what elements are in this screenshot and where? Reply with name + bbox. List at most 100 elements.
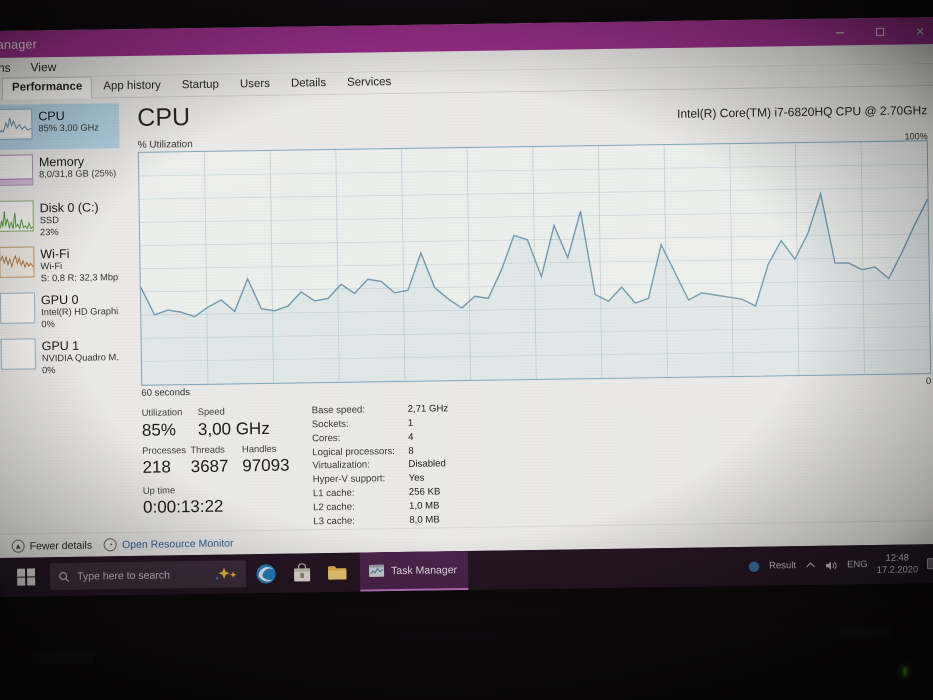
sidebar-item-gpu1-sub2: 0% <box>41 364 56 376</box>
sidebar-item-disk-sub2: 23% <box>39 226 59 238</box>
spec-label-l3-cache: L3 cache: <box>313 515 356 528</box>
gpu-graph-thumbnail <box>0 292 36 324</box>
close-icon[interactable] <box>900 17 933 45</box>
spec-value-base-speed: 2,71 GHz <box>407 403 449 415</box>
stat-uptime: Up time 0:00:13:22 <box>143 482 303 518</box>
wifi-graph-thumbnail <box>0 246 35 278</box>
spec-label-base-speed: Base speed: <box>311 404 366 417</box>
laptop-bezel-logo-left <box>32 652 94 665</box>
stat-threads: Threads 3687 <box>190 443 242 478</box>
stat-speed: Speed 3,00 GHz <box>198 404 298 439</box>
file-explorer-icon[interactable] <box>321 553 355 592</box>
spec-value-logical-processors: 8 <box>408 445 414 457</box>
edge-icon[interactable] <box>249 554 283 593</box>
graph-time-label: 60 seconds <box>141 386 191 399</box>
spec-label-cores: Cores: <box>311 432 341 444</box>
sidebar-item-cpu[interactable]: CPU 85% 3,00 GHz <box>0 103 120 150</box>
sidebar-item-gpu0-sub2: 0% <box>41 318 55 330</box>
stat-threads-value: 3687 <box>190 457 229 477</box>
stat-utilization: Utilization 85% <box>142 406 198 441</box>
tab-details[interactable]: Details <box>290 77 327 90</box>
task-manager-icon <box>368 564 385 577</box>
cpu-graph-svg <box>139 142 931 385</box>
sidebar-item-gpu1-title: GPU 1 <box>41 338 80 354</box>
sidebar-item-disk-title: Disk 0 (C:) <box>39 200 99 216</box>
window-controls <box>820 17 933 46</box>
memory-graph-thumbnail <box>0 154 34 186</box>
search-input[interactable]: Type here to search <box>49 560 247 591</box>
sidebar-item-wifi-sub2: S: 0,8 R: 32,3 Mbps <box>40 272 119 284</box>
spec-value-sockets: 1 <box>407 417 414 429</box>
fewer-details-button[interactable]: ▲ Fewer details <box>11 539 93 553</box>
disk-graph-thumbnail <box>0 200 34 232</box>
action-center-icon[interactable] <box>926 557 933 570</box>
menu-item-options[interactable]: ptions <box>0 60 11 75</box>
open-resource-monitor-link[interactable]: ◔ Open Resource Monitor <box>103 536 234 552</box>
stat-threads-label: Threads <box>190 443 225 455</box>
cpu-stats-right: Base speed: 2,71 GHz Sockets: 1 Cores: 4… <box>312 402 450 529</box>
search-placeholder: Type here to search <box>77 568 170 583</box>
stat-speed-value: 3,00 GHz <box>197 418 270 439</box>
cpu-utilization-graph <box>137 140 932 386</box>
open-resource-monitor-label: Open Resource Monitor <box>121 536 234 551</box>
sparkle-icon <box>215 567 237 580</box>
stat-row-utilization-speed: Utilization 85% Speed 3,00 GHz <box>142 404 302 440</box>
spec-value-hyperv-support: Yes <box>408 473 425 485</box>
volume-icon[interactable] <box>825 559 838 571</box>
tray-app-icon[interactable] <box>748 560 760 572</box>
performance-sidebar: CPU 85% 3,00 GHz Memory <box>0 98 126 534</box>
cpu-model-label: Intel(R) Core(TM) i7-6820HQ CPU @ 2.70GH… <box>676 103 928 121</box>
chevron-up-icon[interactable] <box>805 561 816 570</box>
taskbar-clock[interactable]: 12:48 17.2.2020 <box>876 552 919 575</box>
power-led-indicator <box>903 667 907 676</box>
start-button[interactable] <box>6 557 47 597</box>
tab-services[interactable]: Services <box>346 76 392 89</box>
tab-users[interactable]: Users <box>239 78 271 91</box>
graph-zero-label: 0 <box>925 375 932 388</box>
windows-logo-icon <box>17 568 36 586</box>
language-indicator[interactable]: ENG <box>846 559 868 571</box>
tab-app-history[interactable]: App history <box>103 79 161 93</box>
sidebar-item-memory-title: Memory <box>38 154 85 170</box>
sidebar-item-wifi[interactable]: Wi-Fi Wi-Fi S: 0,8 R: 32,3 Mbps <box>0 241 122 288</box>
graph-y-axis-label: % Utilization <box>137 139 193 151</box>
minimize-icon[interactable] <box>820 18 860 46</box>
sidebar-item-disk-sub1: SSD <box>39 215 60 226</box>
search-icon <box>59 571 70 582</box>
stat-processes-value: 218 <box>142 457 172 478</box>
sidebar-item-gpu0-title: GPU 0 <box>40 292 79 308</box>
spec-value-l2-cache: 1,0 MB <box>409 500 440 513</box>
spec-label-l1-cache: L1 cache: <box>312 487 355 500</box>
task-manager-window: Manager ptions View es <box>0 16 933 558</box>
tab-performance[interactable]: Performance <box>1 76 93 100</box>
sidebar-item-gpu1[interactable]: GPU 1 NVIDIA Quadro M... 0% <box>0 333 123 380</box>
sidebar-item-disk[interactable]: Disk 0 (C:) SSD 23% <box>0 195 121 242</box>
tray-app-label: Result <box>769 560 797 572</box>
task-manager-body: CPU 85% 3,00 GHz Memory <box>0 85 933 534</box>
menu-item-view[interactable]: View <box>30 59 57 74</box>
cpu-stats-left: Utilization 85% Speed 3,00 GHz <box>142 404 304 532</box>
fewer-details-label: Fewer details <box>29 539 93 552</box>
stat-uptime-value: 0:00:13:22 <box>142 497 224 518</box>
spec-label-hyperv-support: Hyper-V support: <box>312 473 386 486</box>
taskbar-button-label: Task Manager <box>390 563 458 577</box>
taskbar-button-task-manager[interactable]: Task Manager <box>359 551 469 592</box>
spec-label-l2-cache: L2 cache: <box>313 501 355 514</box>
sidebar-item-memory[interactable]: Memory 8,0/31,8 GB (25%) <box>0 149 120 196</box>
stat-handles-value: 97093 <box>242 456 290 476</box>
sidebar-item-gpu0[interactable]: GPU 0 Intel(R) HD Graphi... 0% <box>0 287 122 334</box>
tab-startup[interactable]: Startup <box>181 78 219 92</box>
system-tray: Result ENG 12:48 17.2.2020 <box>748 544 933 586</box>
spec-value-l1-cache: 256 KB <box>408 486 441 499</box>
cpu-graph-thumbnail <box>0 108 33 140</box>
stat-processes-label: Processes <box>142 443 187 456</box>
laptop-screen: Manager ptions View es <box>0 16 933 597</box>
spec-value-virtualization: Disabled <box>408 458 446 471</box>
sidebar-item-cpu-title: CPU <box>38 108 65 124</box>
stat-handles-label: Handles <box>241 442 277 455</box>
store-icon[interactable] <box>285 553 319 592</box>
sidebar-item-gpu1-sub1: NVIDIA Quadro M... <box>41 352 120 364</box>
maximize-icon[interactable] <box>860 18 900 46</box>
spec-label-virtualization: Virtualization: <box>312 459 370 472</box>
